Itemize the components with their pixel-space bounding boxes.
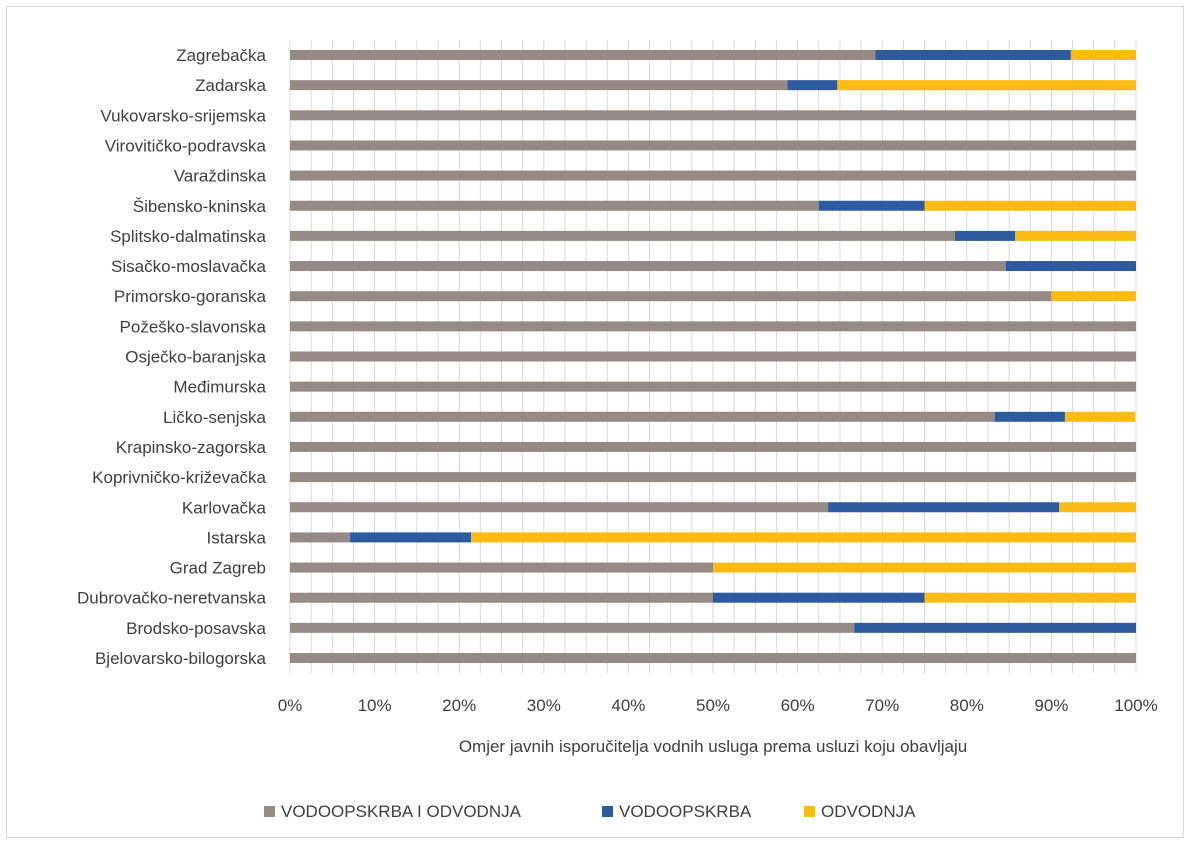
bar-segment xyxy=(1064,411,1136,422)
bar-segment xyxy=(854,622,1136,633)
legend-label: VODOOPSKRBA I ODVODNJA xyxy=(281,802,522,821)
bar-segment xyxy=(954,230,1016,241)
category-label: Splitsko-dalmatinska xyxy=(110,227,266,246)
bar-segment xyxy=(924,200,1136,211)
category-label: Sisačko-moslavačka xyxy=(111,257,266,276)
bar-segment xyxy=(828,502,1060,513)
category-label: Brodsko-posavska xyxy=(126,619,266,638)
category-label: Požeško-slavonska xyxy=(120,317,267,336)
bar-segment xyxy=(1005,261,1136,272)
category-label: Zagrebačka xyxy=(176,46,266,65)
bar-segment xyxy=(1015,230,1136,241)
bar-segment xyxy=(290,411,995,422)
bar-segment xyxy=(713,592,925,603)
bar-segment xyxy=(290,50,876,60)
category-label: Ličko-senjska xyxy=(163,408,267,427)
x-tick-labels: 0% 10% 20% 30% 40% 50% 60% 70% 80% 90% 100% xyxy=(278,696,1158,715)
category-label: Šibensko-kninska xyxy=(133,197,267,216)
x-tick-label: 10% xyxy=(358,696,392,715)
x-tick-label: 90% xyxy=(1034,696,1068,715)
x-tick-label: 80% xyxy=(950,696,984,715)
bar-segment xyxy=(290,261,1006,272)
category-label: Međimurska xyxy=(173,378,266,397)
category-label: Dubrovačko-neretvanska xyxy=(77,589,267,608)
legend-label: VODOOPSKRBA xyxy=(619,802,752,821)
bars xyxy=(290,50,1136,663)
bar-segment xyxy=(787,80,838,91)
bar-segment xyxy=(1059,502,1136,513)
bar-segment xyxy=(471,532,1136,543)
category-label: Vukovarsko-srijemska xyxy=(100,106,266,125)
bar-segment xyxy=(290,140,1136,151)
x-tick-label: 30% xyxy=(527,696,561,715)
x-tick-label: 20% xyxy=(442,696,476,715)
x-tick-label: 50% xyxy=(696,696,730,715)
category-labels: Zagrebačka Zadarska Vukovarsko-srijemska Vi… xyxy=(77,46,267,668)
category-label: Karlovačka xyxy=(182,498,267,517)
bar-segment xyxy=(994,411,1065,422)
bar-segment xyxy=(290,562,713,573)
bar-segment xyxy=(290,230,955,241)
legend-swatch xyxy=(264,806,275,817)
category-label: Bjelovarsko-bilogorska xyxy=(95,649,267,668)
legend-swatch xyxy=(804,806,815,817)
legend-label: ODVODNJA xyxy=(821,802,916,821)
category-label: Virovitičko-podravska xyxy=(105,136,267,155)
bar-segment xyxy=(290,351,1136,362)
bar-segment xyxy=(290,622,855,633)
legend-swatch xyxy=(602,806,613,817)
bar-segment xyxy=(290,381,1136,392)
bar-segment xyxy=(290,472,1136,483)
bar-segment xyxy=(1070,50,1136,60)
bar-segment xyxy=(290,592,713,603)
bar-segment xyxy=(290,170,1136,181)
category-label: Zadarska xyxy=(195,76,266,95)
bar-segment xyxy=(290,80,788,91)
bar-segment xyxy=(875,50,1071,60)
bar-segment xyxy=(290,200,819,211)
bar-segment xyxy=(350,532,472,543)
x-tick-label: 40% xyxy=(611,696,645,715)
category-label: Grad Zagreb xyxy=(170,559,266,578)
category-label: Primorsko-goranska xyxy=(114,287,267,306)
x-tick-label: 100% xyxy=(1114,696,1157,715)
category-label: Varaždinska xyxy=(174,167,267,186)
bar-segment xyxy=(290,110,1136,121)
bar-segment xyxy=(290,291,1052,302)
bar-segment xyxy=(290,653,1136,663)
bar-segment xyxy=(290,502,829,513)
x-tick-label: 0% xyxy=(278,696,303,715)
bar-segment xyxy=(924,592,1136,603)
bar-segment xyxy=(290,532,351,543)
x-axis-title: Omjer javnih isporučitelja vodnih usluga… xyxy=(459,737,967,756)
category-label: Istarska xyxy=(206,528,266,547)
category-label: Koprivničko-križevačka xyxy=(92,468,266,487)
category-label: Osječko-baranjska xyxy=(125,348,266,367)
legend: VODOOPSKRBA I ODVODNJA VODOOPSKRBA ODVODNJ… xyxy=(264,802,916,821)
bar-segment xyxy=(290,441,1136,452)
category-label: Krapinsko-zagorska xyxy=(116,438,267,457)
x-tick-label: 60% xyxy=(781,696,815,715)
bar-segment xyxy=(818,200,925,211)
bar-segment xyxy=(1051,291,1136,302)
bar-segment xyxy=(290,321,1136,332)
bar-segment xyxy=(837,80,1136,91)
bar-segment xyxy=(713,562,1136,573)
x-tick-label: 70% xyxy=(865,696,899,715)
